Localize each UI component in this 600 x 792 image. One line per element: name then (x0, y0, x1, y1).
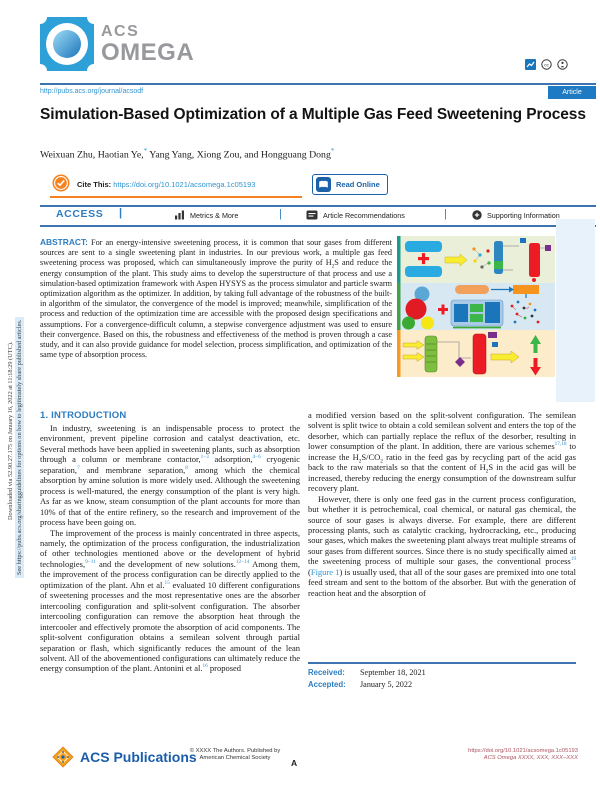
sharing-watermark-text: See https://pubs.acs.org/sharingguidelin… (15, 316, 24, 578)
dates-rule (308, 662, 576, 664)
acs-authorchoice-icon[interactable] (525, 59, 536, 70)
copyright-line1: © XXXX The Authors. Published by (189, 748, 281, 754)
acs-publications-diamond-icon (52, 746, 74, 768)
header-rule (40, 83, 596, 86)
graphical-abstract-figure (397, 236, 555, 382)
logo-text-acs: ACS (101, 22, 140, 40)
supporting-information-icon (472, 210, 482, 220)
bar-separator: | (279, 208, 282, 220)
dates-block: Received: September 18, 2021 Accepted: Jan… (308, 667, 426, 690)
paragraph: In industry, sweetening is an indispensa… (40, 423, 301, 528)
paragraph: a modified version based on the split-so… (308, 410, 576, 494)
footer-citation: ACS Omega XXXX, XXX, XXX−XXX (483, 755, 578, 761)
logo-text-omega: OMEGA (101, 38, 195, 66)
cite-check-icon (52, 174, 70, 192)
cite-underline (50, 196, 302, 198)
article-recommendations-icon (306, 210, 318, 220)
access-rule-bottom (40, 225, 596, 228)
acs-publications-label: ACS Publications (80, 749, 197, 765)
attribution-icon[interactable] (557, 59, 568, 70)
svg-text:cc: cc (544, 62, 549, 67)
abstract-label: ABSTRACT: (40, 237, 88, 247)
open-book-icon (316, 177, 331, 192)
metrics-icon (175, 210, 184, 220)
accepted-value: January 5, 2022 (360, 679, 413, 689)
license-icons: cc (525, 59, 568, 70)
article-type-badge: Article (548, 86, 596, 99)
author-list: Weixuan Zhu, Haotian Ye,* Yang Yang, Xio… (40, 148, 334, 160)
cc-license-icon[interactable]: cc (541, 59, 552, 70)
received-label: Received: (308, 668, 345, 677)
acs-publications-logo[interactable]: ACS Publications (52, 746, 197, 768)
authors-part1: Weixuan Zhu, Haotian Ye, (40, 149, 144, 161)
download-watermark: Downloaded via 52.90.27.175 on January 1… (7, 341, 14, 520)
article-recommendations[interactable]: Article Recommendations (306, 210, 405, 220)
copyright-notice: © XXXX The Authors. Published by America… (175, 748, 295, 762)
accepted-label: Accepted: (308, 679, 346, 689)
footer-doi-link[interactable]: https://doi.org/10.1021/acsomega.1c05193 (468, 748, 578, 754)
corresponding-author-star[interactable]: * (330, 148, 335, 155)
intro-right-column: a modified version based on the split-so… (308, 410, 576, 598)
journal-url-link[interactable]: http://pubs.acs.org/journal/acsodf (40, 88, 144, 95)
supporting-information[interactable]: Supporting Information (472, 210, 560, 220)
footer-citation-block: https://doi.org/10.1021/acsomega.1c05193… (468, 748, 578, 762)
copyright-line2: American Chemical Society (199, 755, 271, 761)
abstract-paragraph: ABSTRACT: For an energy-intensive sweete… (40, 237, 392, 360)
journal-logo: ACS OMEGA (40, 17, 194, 71)
access-pipe: | (119, 207, 123, 219)
acs-omega-logo-icon (40, 17, 94, 71)
access-rule-top (40, 205, 596, 208)
paragraph: The improvement of the process is mainly… (40, 527, 300, 674)
read-online-label: Read Online (336, 180, 380, 189)
figure-ref-link[interactable]: Figure 1 (310, 566, 340, 577)
intro-left-column: In industry, sweetening is an indispensa… (40, 423, 300, 674)
accepted-row: Accepted: January 5, 2022 (308, 679, 426, 691)
bar-separator: | (444, 208, 447, 220)
page-number: A (291, 758, 298, 768)
cite-this: Cite This: https://doi.org/10.1021/acsom… (77, 180, 255, 189)
received-value: September 18, 2021 (360, 668, 426, 677)
cite-this-label: Cite This: (77, 180, 112, 189)
access-link[interactable]: ACCESS (56, 208, 104, 220)
highlight-band (556, 219, 595, 402)
received-row: Received: September 18, 2021 (308, 667, 426, 679)
authors-part2: Yang Yang, Xiong Zou, and Hongguang Dong (147, 149, 331, 161)
paragraph: However, there is only one feed gas in t… (308, 493, 576, 598)
paper-title: Simulation-Based Optimization of a Multi… (40, 106, 586, 123)
sharing-watermark: See https://pubs.acs.org/sharingguidelin… (15, 316, 24, 578)
supporting-information-label: Supporting Information (487, 210, 560, 220)
article-recommendations-label: Article Recommendations (323, 210, 405, 220)
metrics-label: Metrics & More (190, 210, 239, 220)
section-heading-introduction: 1. INTRODUCTION (40, 410, 127, 421)
corresponding-author-star[interactable]: * (143, 148, 148, 155)
abstract-text: For an energy-intensive sweetening proce… (40, 238, 392, 360)
doi-link[interactable]: https://doi.org/10.1021/acsomega.1c05193 (113, 180, 256, 189)
metrics-and-more[interactable]: Metrics & More (174, 210, 238, 220)
read-online-button[interactable]: Read Online (312, 174, 388, 195)
